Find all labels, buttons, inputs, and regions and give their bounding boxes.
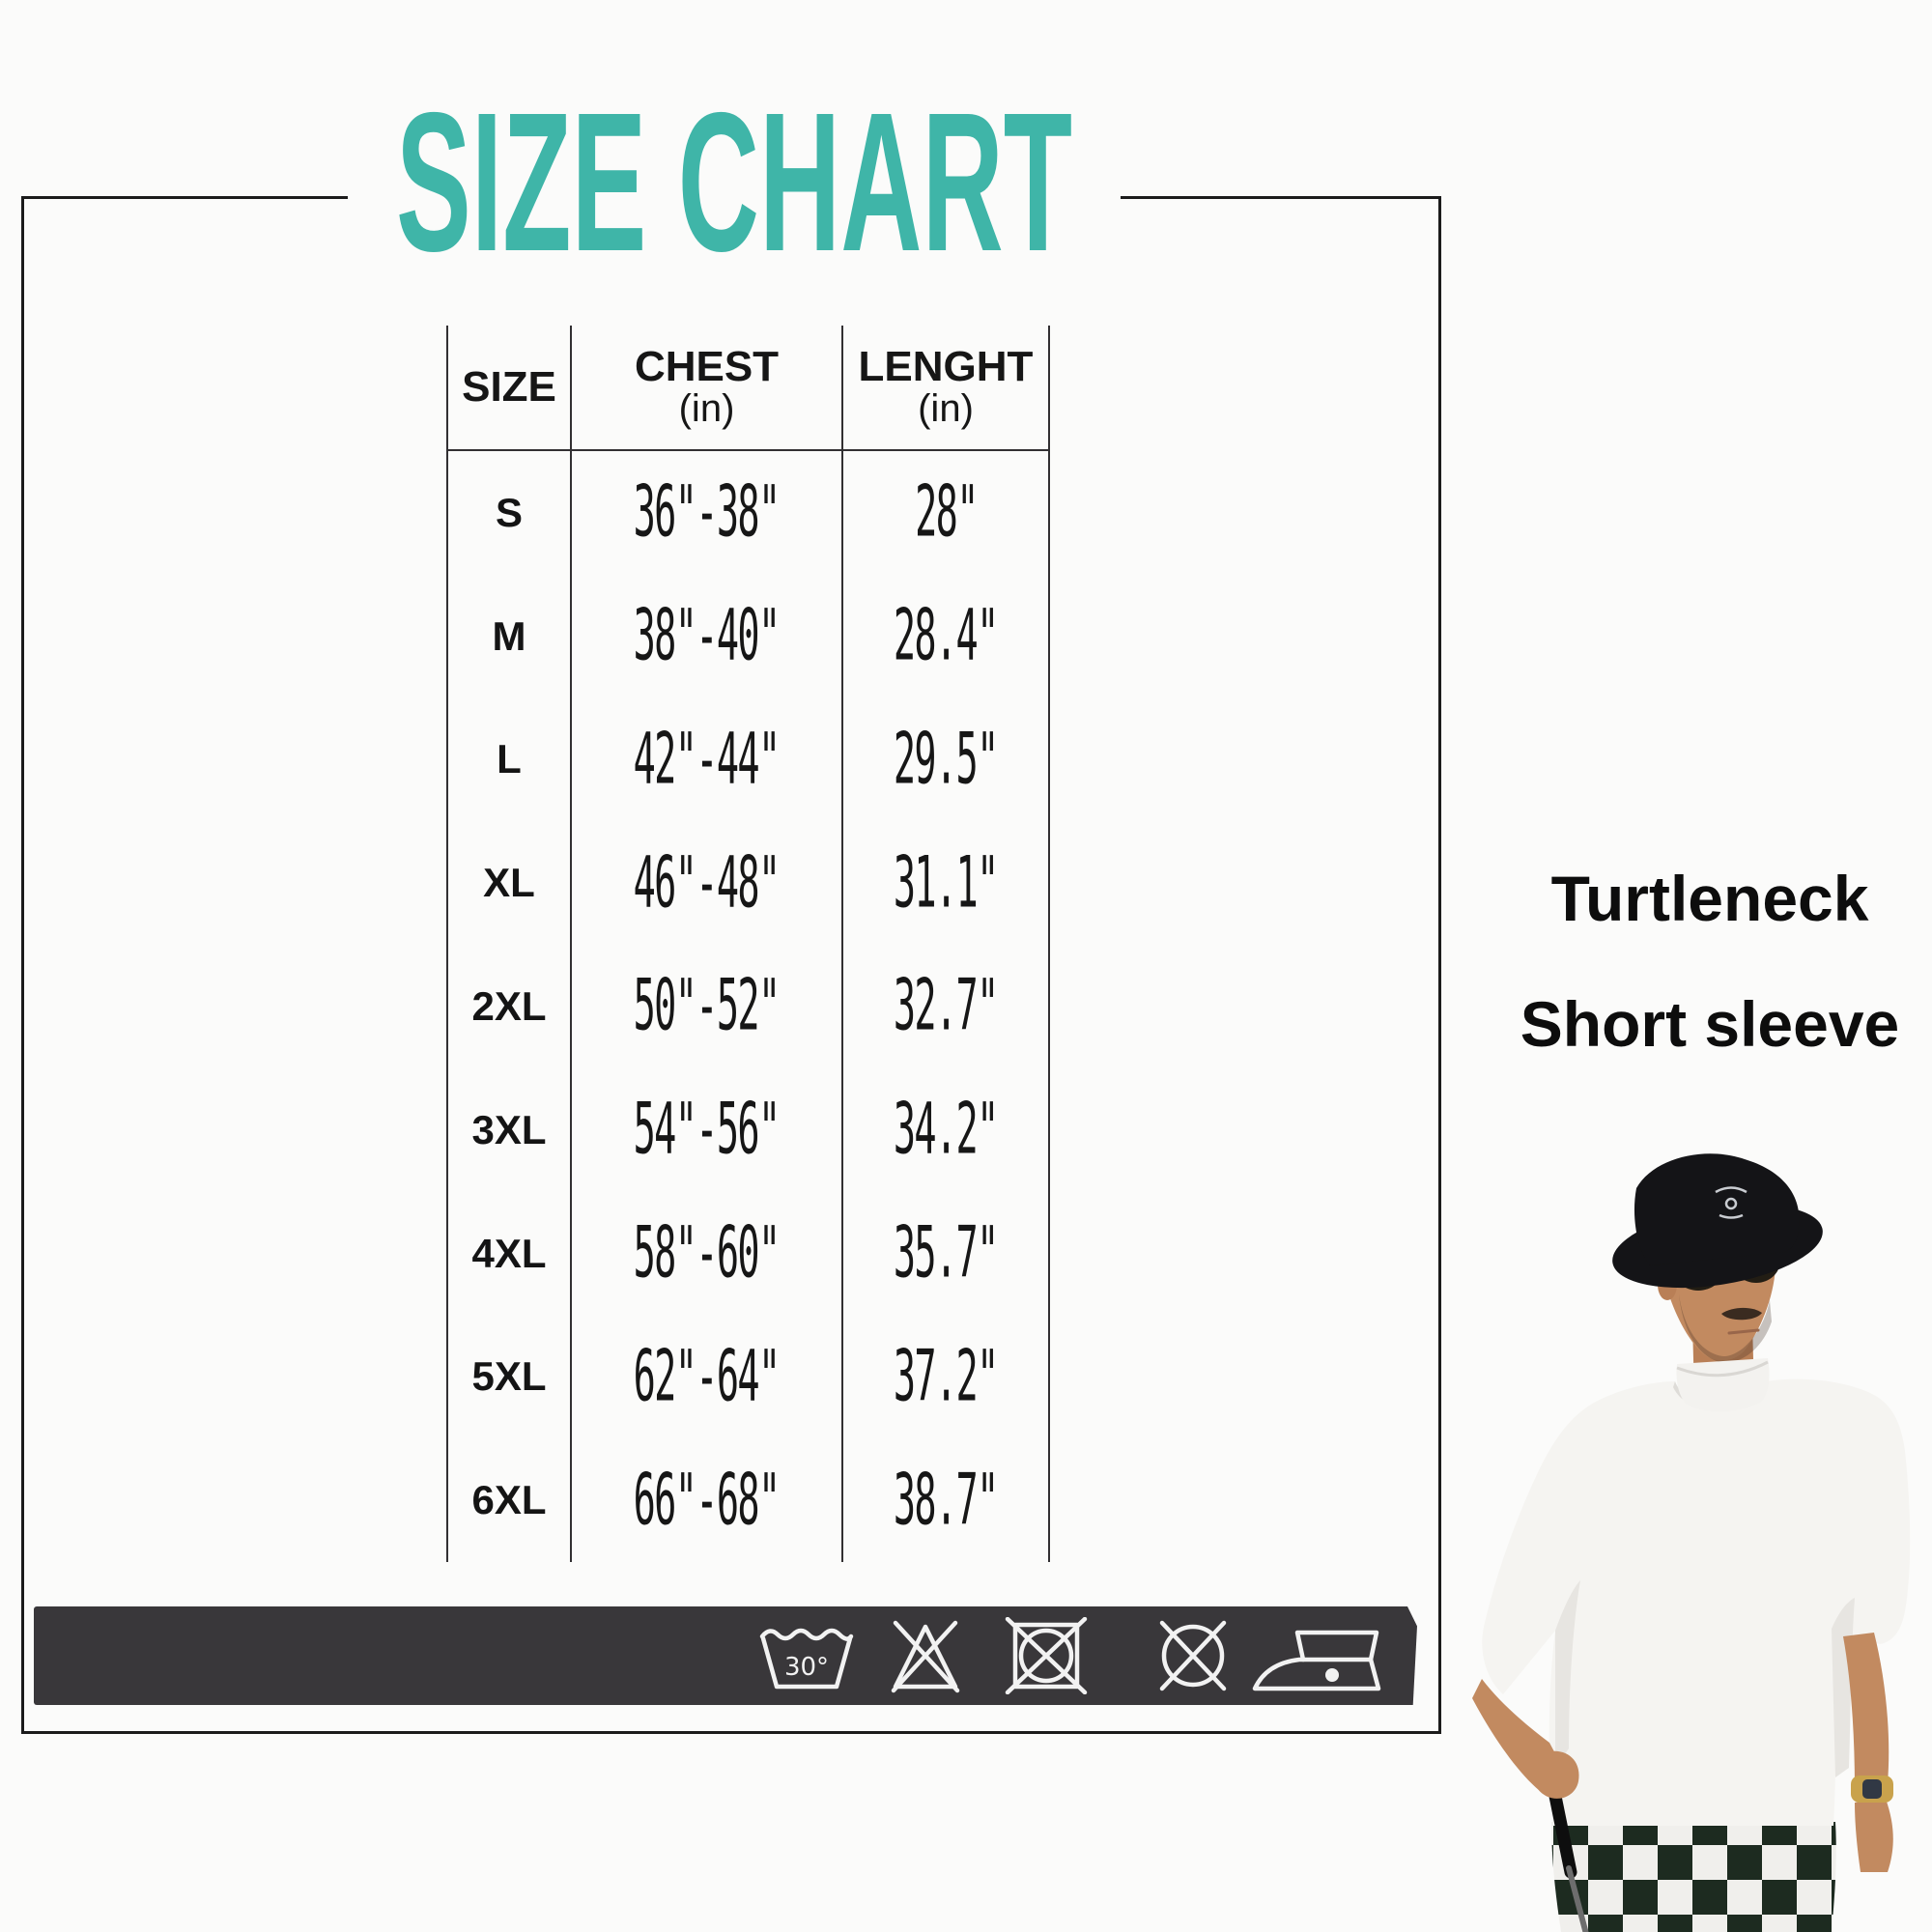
table-row-size: M [446,574,572,698]
length-value: 29.5" [894,718,999,802]
table-row-length: 31.1" [843,821,1050,946]
table-row-chest: 42"-44" [572,697,843,822]
table-row-length: 35.7" [843,1191,1050,1316]
do-not-tumble-dry-icon [1005,1617,1088,1694]
chest-value: 42"-44" [634,718,781,802]
length-value: 28" [914,471,979,554]
chest-value: 36"-38" [634,471,781,554]
size-table: SIZE CHEST (in) LENGHT (in) S 36"-38" 28… [446,326,1050,1562]
header-unit: (in) [918,387,974,431]
product-name-line-1: Turtleneck [1550,863,1869,934]
header-chest: CHEST (in) [572,326,843,451]
table-row-length: 34.2" [843,1067,1050,1192]
size-value: 4XL [471,1230,547,1276]
table-row-length: 28" [843,451,1050,575]
chest-value: 50"-52" [634,965,781,1048]
size-value: XL [483,860,535,906]
do-not-dry-clean-icon [1159,1620,1227,1691]
machine-wash-30-icon: 30° [759,1628,854,1690]
page-title: SIZE CHART [348,95,1121,261]
model-left-arm [1472,1679,1579,1799]
title-text: SIZE CHART [396,96,1072,260]
do-not-bleach-icon [891,1620,960,1693]
table-row-chest: 54"-56" [572,1067,843,1192]
length-value: 32.7" [894,965,999,1048]
length-value: 38.7" [894,1459,999,1542]
turtleneck-shirt [1482,1378,1911,1826]
size-value: 3XL [471,1106,547,1152]
checkered-pants [1551,1822,1836,1932]
table-row-size: L [446,697,572,822]
header-label: CHEST [634,343,780,391]
length-value: 31.1" [894,841,999,924]
table-row-size: 4XL [446,1191,572,1316]
table-row-size: XL [446,821,572,946]
table-row-length: 32.7" [843,945,1050,1068]
model-photo [1472,1153,1911,1932]
header-label: LENGHT [858,343,1034,391]
table-row-chest: 58"-60" [572,1191,843,1316]
table-row-chest: 36"-38" [572,451,843,575]
size-value: S [495,489,523,535]
table-row-size: 3XL [446,1067,572,1192]
table-row-chest: 50"-52" [572,945,843,1068]
length-value: 35.7" [894,1211,999,1295]
bucket-hat [1612,1153,1823,1289]
size-value: L [497,736,522,782]
product-name-line-2: Short sleeve [1520,988,1900,1060]
size-value: 6XL [471,1477,547,1523]
chest-value: 58"-60" [634,1211,781,1295]
table-row-chest: 66"-68" [572,1438,843,1562]
length-value: 28.4" [894,595,999,678]
header-label: SIZE [462,362,556,411]
table-row-length: 38.7" [843,1438,1050,1562]
chest-value: 62"-64" [634,1335,781,1418]
header-unit: (in) [678,387,735,431]
title-svg: SIZE CHART [396,96,1072,260]
chest-value: 46"-48" [634,841,781,924]
care-instructions-bar: 30° [34,1606,1417,1705]
chest-value: 54"-56" [634,1089,781,1172]
table-row-size: 6XL [446,1438,572,1562]
hat-logo [1715,1186,1747,1219]
size-value: M [492,612,526,659]
chest-value: 66"-68" [634,1459,781,1542]
size-value: 5XL [471,1353,547,1400]
table-row-length: 28.4" [843,574,1050,698]
length-value: 37.2" [894,1335,999,1418]
table-row-chest: 62"-64" [572,1315,843,1439]
iron-low-heat-icon [1252,1630,1381,1691]
header-length: LENGHT (in) [843,326,1050,451]
wash-temperature-label: 30° [784,1653,829,1682]
header-size: SIZE [446,326,572,451]
table-row-size: 2XL [446,945,572,1068]
model-right-arm [1843,1633,1893,1872]
chest-value: 38"-40" [634,595,781,678]
length-value: 34.2" [894,1089,999,1172]
table-row-length: 29.5" [843,697,1050,822]
table-row-length: 37.2" [843,1315,1050,1439]
table-row-chest: 46"-48" [572,821,843,946]
table-row-size: S [446,451,572,575]
table-row-size: 5XL [446,1315,572,1439]
size-value: 2XL [471,982,547,1029]
mock-neck-collar [1676,1358,1770,1412]
table-row-chest: 38"-40" [572,574,843,698]
